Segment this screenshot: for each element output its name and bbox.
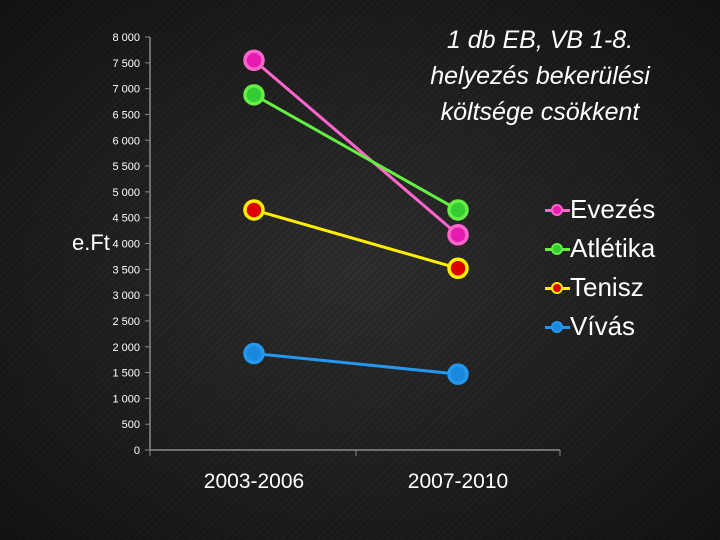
y-tick-label-3: 1 500 [112,368,140,380]
legend-item-atletika: Atlétika [545,229,655,268]
legend-item-evezes: Evezés [545,190,655,229]
y-tick-label-13: 6 500 [112,109,140,121]
y-tick-label-0: 0 [134,445,140,457]
data-point-2-1 [447,257,469,280]
series-line-0 [253,59,459,236]
y-tick-label-11: 5 500 [112,161,140,173]
legend-label-tenisz: Tenisz [570,272,644,302]
data-point-3-0 [243,342,265,365]
y-tick-label-6: 3 000 [112,290,140,302]
data-point-0-1 [447,223,469,246]
legend-item-vivas: Vívás [545,307,655,346]
legend-label-vivas: Vívás [570,311,636,341]
y-tick-label-1: 500 [122,419,140,431]
y-tick-label-2: 1 000 [112,393,140,405]
y-tick-label-4: 2 000 [112,342,140,354]
legend-swatch-tenisz [545,280,570,296]
y-tick-label-12: 6 000 [112,135,140,147]
data-point-0-0 [243,49,265,71]
legend-label-evezes: Evezés [570,194,656,224]
series-line-2 [253,208,459,270]
x-tick-label-1: 2007-2010 [408,470,508,493]
y-tick-label-7: 3 500 [112,264,140,276]
legend-swatch-vivas [545,319,570,335]
chart-title: 1 db EB, VB 1-8. helyezés bekerülési köl… [380,22,700,130]
y-tick-label-8: 4 000 [112,239,140,251]
legend-label-atletika: Atlétika [570,233,656,263]
y-tick-label-10: 5 000 [112,187,140,199]
y-axis-label: e.Ft [72,230,110,255]
y-tick-label-16: 8 000 [112,32,140,44]
title-line-3: költsége csökkent [440,98,640,126]
y-tick-label-5: 2 500 [112,316,140,328]
y-tick-label-9: 4 500 [112,213,140,225]
title-line-2: helyezés bekerülési [430,62,650,90]
series-line-1 [253,93,459,212]
legend-item-tenisz: Tenisz [545,268,655,307]
y-tick-label-14: 7 000 [112,84,140,96]
legend-swatch-evezes [545,202,570,218]
data-point-2-0 [243,199,265,221]
y-tick-label-15: 7 500 [112,58,140,70]
data-point-1-1 [447,199,469,221]
legend: Evezés Atlétika Tenisz Vívás [545,190,655,346]
data-point-3-1 [447,363,469,385]
series-line-3 [253,351,459,376]
data-point-1-0 [243,84,265,106]
title-line-1: 1 db EB, VB 1-8. [446,26,634,54]
legend-swatch-atletika [545,241,570,257]
x-tick-label-0: 2003-2006 [204,470,304,493]
